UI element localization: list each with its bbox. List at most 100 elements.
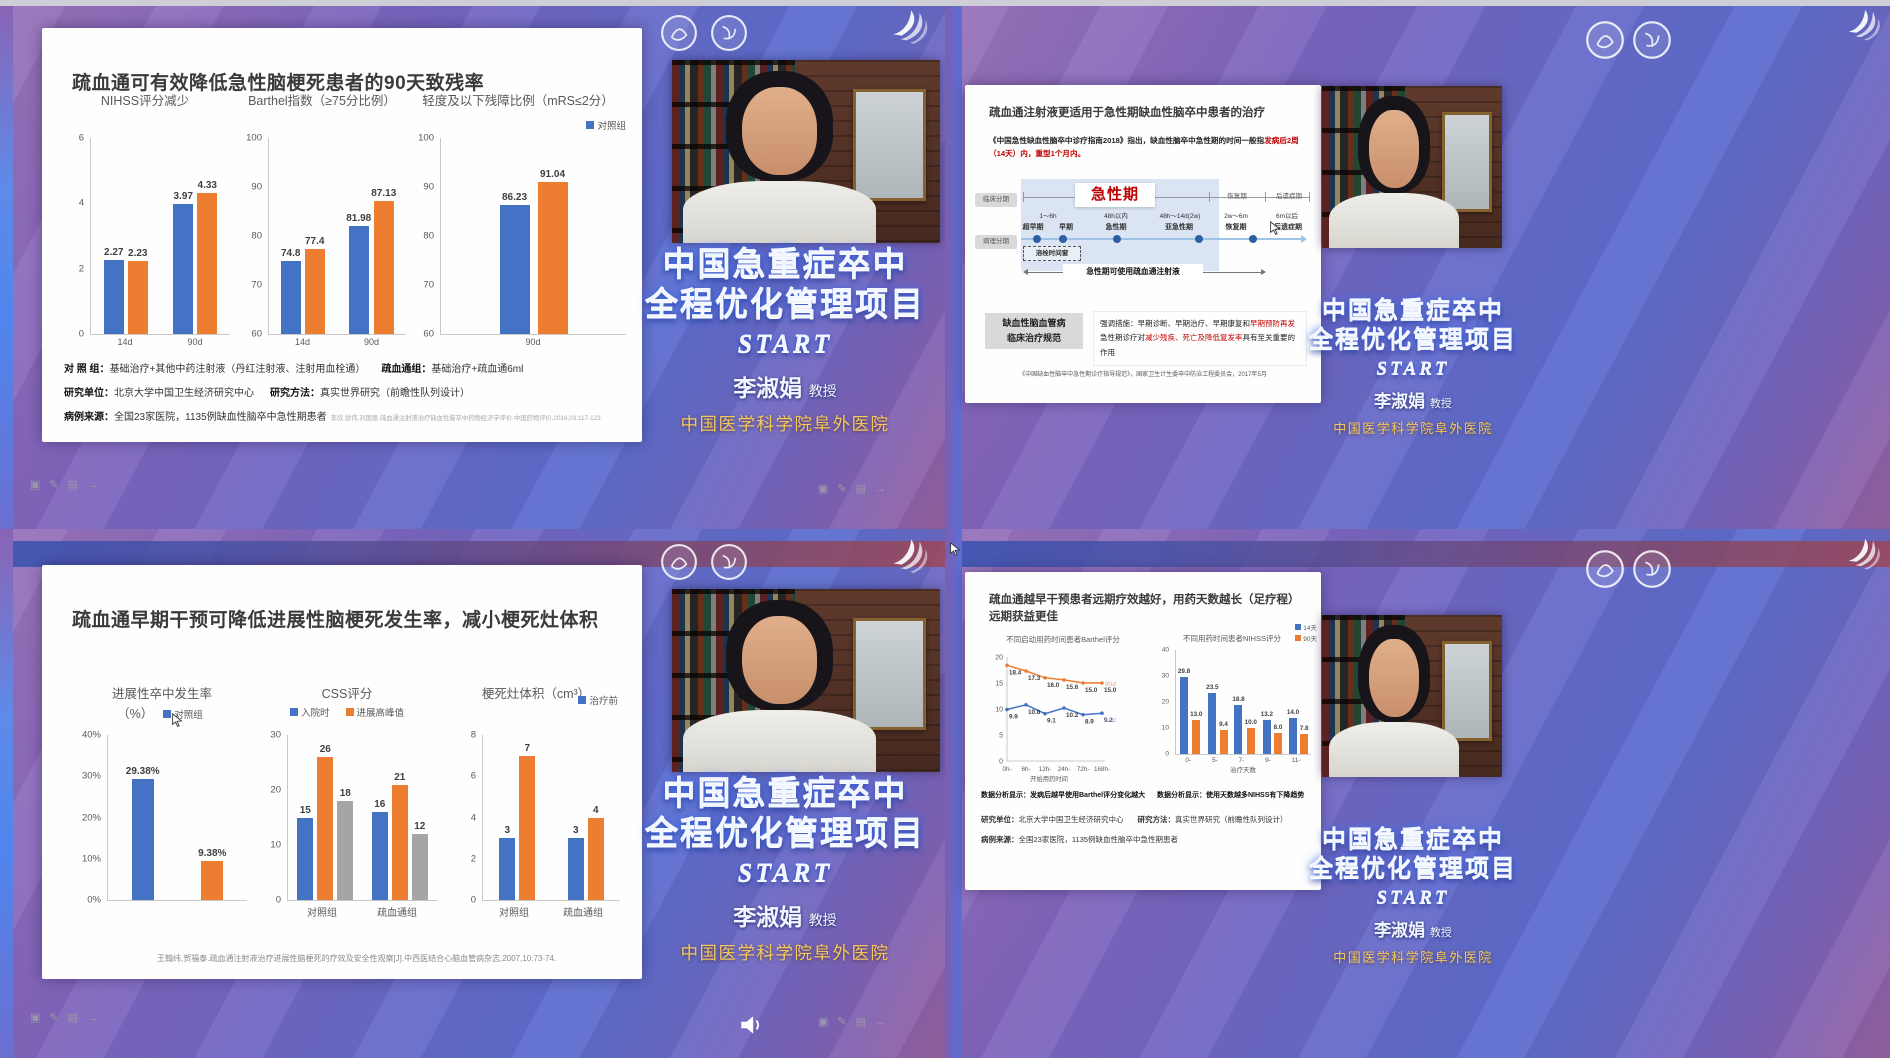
notes-icon[interactable]: ▤ [855, 483, 867, 495]
share-toolbar: ▣ ✎ ▤ → [818, 1017, 886, 1028]
value-label: 10.0 [1244, 719, 1257, 726]
program-start-label: START [1376, 357, 1450, 379]
bar [348, 226, 369, 334]
presenter-face [741, 87, 817, 176]
pencil-icon[interactable]: ✎ [49, 1012, 59, 1024]
forward-icon[interactable]: → [875, 483, 887, 495]
association-logo-icon [1585, 549, 1625, 589]
society-logo-icon [710, 543, 748, 581]
bar [1273, 733, 1282, 754]
thrombolysis-window-box: 溶栓时间窗 [1023, 246, 1081, 261]
society-logo-icon [710, 14, 748, 52]
chart-legend: 14天 90天 [1291, 622, 1321, 643]
forward-icon[interactable]: → [875, 1016, 887, 1028]
presenter-title: 教授 [1429, 397, 1452, 410]
citation: 《中国缺血性脑卒中急性期诊疗指导规范》，国家卫生计生委卒中防治工程委员会，201… [1019, 372, 1267, 378]
time-label: 2w～6m [1224, 213, 1248, 220]
presenter-body [682, 709, 876, 772]
bar [519, 755, 536, 900]
presenter-video[interactable] [672, 60, 940, 243]
time-label: 6m以后 [1275, 213, 1299, 220]
svg-text:16.0: 16.0 [1047, 682, 1060, 689]
bar [297, 817, 314, 900]
bar-group: 23.5 9.4 [1206, 650, 1228, 754]
presenter-body [1329, 721, 1459, 777]
notes-icon[interactable]: ▤ [67, 1012, 79, 1024]
mouse-cursor [172, 712, 183, 727]
note-org-method: 研究单位：北京大学中国卫生经济研究中心 研究方法：真实世界研究（前瞻性队列设计） [981, 815, 1288, 824]
bar-group: 29.8 13.0 [1178, 650, 1202, 754]
bar [499, 838, 516, 900]
pencil-icon[interactable]: ✎ [49, 479, 59, 491]
mouse-cursor [950, 541, 961, 556]
gradient-band [945, 541, 1890, 567]
window-icon[interactable]: ▣ [30, 479, 41, 491]
chart-subtitle: （%） 对照组 [77, 703, 247, 722]
value-label: 18.8 [1232, 696, 1245, 704]
slide-title: 疏血通越早干预患者远期疗效越好，用药天数越长（足疗程） 远期获益更佳 [989, 594, 1300, 624]
notes-icon[interactable]: ▤ [855, 1016, 867, 1028]
slide-title: 疏血通注射液更适用于急性期缺血性脑卒中患者的治疗 [989, 107, 1265, 119]
chart-legend: 治疗前 [574, 693, 622, 707]
acute-phase-label: 急性期 [1075, 183, 1155, 207]
presenter-face [741, 616, 817, 705]
x-axis-title: 治疗天数 [1230, 767, 1256, 774]
bar-group: 13.2 8.0 [1261, 650, 1283, 754]
timeline-arrowhead [1301, 235, 1307, 243]
value-label: 2.23 [128, 248, 148, 260]
program-title-line1: 中国急重症卒中 [662, 774, 908, 811]
window-icon[interactable]: ▣ [30, 1012, 41, 1024]
participant-tile-top-right: 疏血通注射液更适用于急性期缺血性脑卒中患者的治疗 《中国急性缺血性脑卒中诊疗指南… [945, 0, 1890, 529]
association-logo-icon [660, 14, 698, 52]
x-axis-labels: 90d [525, 337, 541, 347]
presenter-video[interactable] [672, 589, 940, 772]
value-label: 4 [592, 804, 599, 816]
svg-text:开始用药时间: 开始用药时间 [1030, 774, 1068, 783]
value-label: 15 [299, 804, 311, 816]
program-title-block: 中国急重症卒中 全程优化管理项目 START 李淑娟 教授 中国医学科学院阜外医… [625, 773, 945, 965]
chart-nihss-reduction: NIHSS评分减少 6 4 2 0 2.27 2.23 3.97 4.33 14d 90d [60, 94, 230, 347]
finding-right: 数据分析显示：使用天数越多NIHSS有下降趋势 [1157, 792, 1305, 799]
svg-text:8.9: 8.9 [1085, 719, 1094, 726]
note-org-method: 研究单位：北京大学中国卫生经济研究中心 研究方法：真实世界研究（前瞻性队列设计） [64, 388, 470, 399]
bar-group: 2.27 2.23 [102, 138, 150, 334]
participant-tile-bottom-right: 疏血通越早干预患者远期疗效越好，用药天数越长（足疗程） 远期获益更佳 不同启动用药… [945, 529, 1890, 1058]
bar-group: 16 21 12 [370, 735, 430, 900]
share-toolbar: ▣ ✎ ▤ → [30, 480, 98, 491]
legend-item: 入院时 [289, 705, 330, 719]
bar [1300, 733, 1309, 754]
bar [201, 861, 224, 900]
window-icon[interactable]: ▣ [818, 1016, 829, 1028]
value-label: 8.0 [1273, 724, 1283, 732]
chart-title: NIHSS评分减少 [100, 94, 190, 108]
forward-icon[interactable]: → [87, 1012, 99, 1024]
value-label: 16 [374, 799, 386, 811]
speaker-icon[interactable] [738, 1012, 764, 1038]
legend-item: 对照组 [163, 709, 203, 721]
svg-text:90d: 90d [1105, 681, 1116, 688]
program-title-line2: 全程优化管理项目 [1309, 855, 1517, 883]
bar [127, 261, 148, 334]
value-label: 13.2 [1260, 710, 1273, 718]
notes-icon[interactable]: ▤ [67, 479, 79, 491]
value-label: 18 [339, 788, 351, 799]
svg-text:10.2: 10.2 [1066, 712, 1079, 719]
svg-text:10.8: 10.8 [1028, 709, 1041, 716]
window-icon[interactable]: ▣ [818, 483, 829, 495]
chart-legend: 入院时 进展高峰值 [257, 705, 437, 719]
presenter-video[interactable] [1322, 615, 1502, 777]
bar-group: 86.23 91.04 [496, 138, 572, 334]
presenter-video[interactable] [1322, 86, 1502, 248]
window-top-edge [0, 0, 1890, 6]
forward-icon[interactable]: → [87, 479, 99, 491]
svg-text:5: 5 [999, 733, 1003, 740]
pencil-icon[interactable]: ✎ [837, 483, 847, 495]
bar-group: 3.97 4.33 [171, 138, 219, 334]
bar [499, 205, 530, 334]
association-logo-icon [660, 543, 698, 581]
bar [1219, 729, 1228, 754]
brand-swan-icon [893, 10, 928, 44]
pencil-icon[interactable]: ✎ [837, 1016, 847, 1028]
society-logo-icon [1632, 20, 1672, 60]
